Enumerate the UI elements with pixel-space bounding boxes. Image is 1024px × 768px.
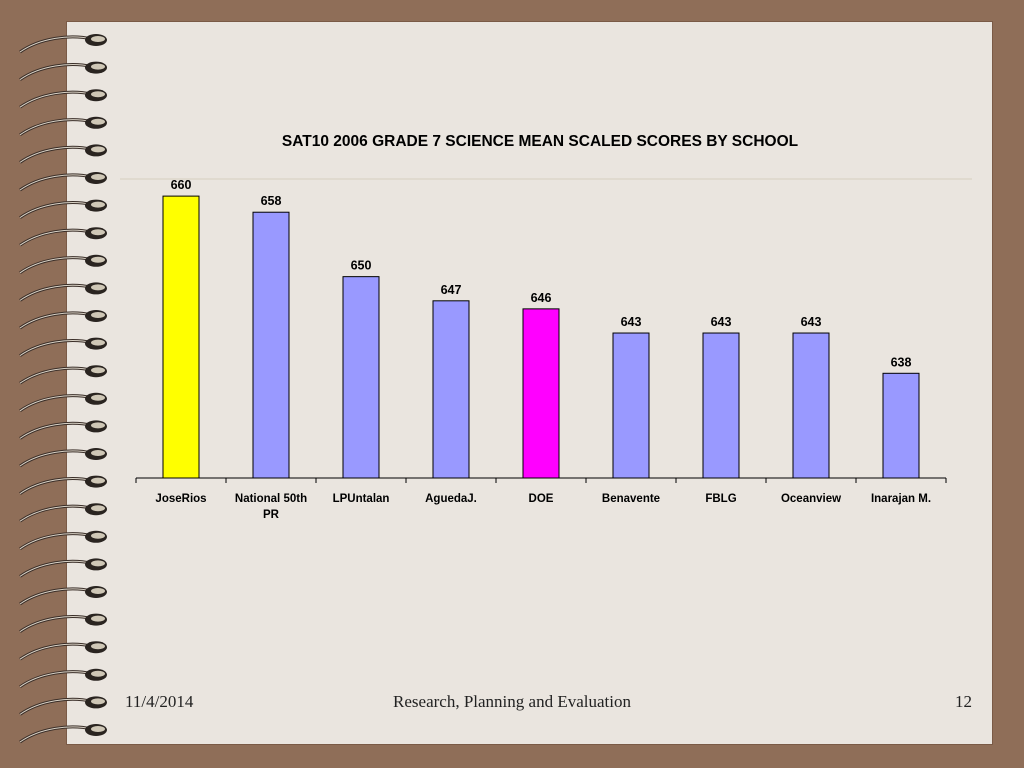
x-axis-ticks [135,478,947,483]
x-tick-label: LPUntalan [333,493,390,505]
footer-date: 11/4/2014 [125,692,194,711]
footer-page-number: 12 [955,692,972,711]
bar-doe [522,308,560,479]
x-tick-label: DOE [529,493,554,505]
chart-title: SAT10 2006 GRADE 7 SCIENCE MEAN SCALED S… [282,133,798,150]
x-tick-label: Benavente [602,493,660,505]
x-tick-label: JoseRios [155,493,206,505]
data-label: 646 [531,291,552,305]
bar-fblg [702,332,740,479]
data-label: 643 [801,315,822,329]
data-label: 643 [711,315,732,329]
x-tick-label: FBLG [705,493,736,505]
bar-aguedaj [432,300,470,479]
footer-title: Research, Planning and Evaluation [393,692,631,711]
x-tick-label: AguedaJ. [425,493,477,505]
bar-joserios [162,195,200,479]
bar-lpuntalan [342,276,380,479]
data-label: 643 [621,315,642,329]
data-label: 658 [261,194,282,208]
x-tick-label: Inarajan M. [871,493,931,505]
data-label: 638 [891,355,912,369]
data-label: 647 [441,283,462,297]
bar-inarajan-m [882,372,920,479]
bars-group: 660 658 650 647 646 643 643 643 638 [162,178,920,479]
x-axis-tick-labels: JoseRios National 50th PR LPUntalan AguedaJ.… [155,493,931,521]
x-tick-label: National 50th PR [235,493,307,521]
bar-oceanview [792,332,830,479]
data-label: 650 [351,259,372,273]
data-label: 660 [171,178,192,192]
x-tick-label: Oceanview [781,493,841,505]
bar-national-50th-pr [252,211,290,479]
bar-benavente [612,332,650,479]
